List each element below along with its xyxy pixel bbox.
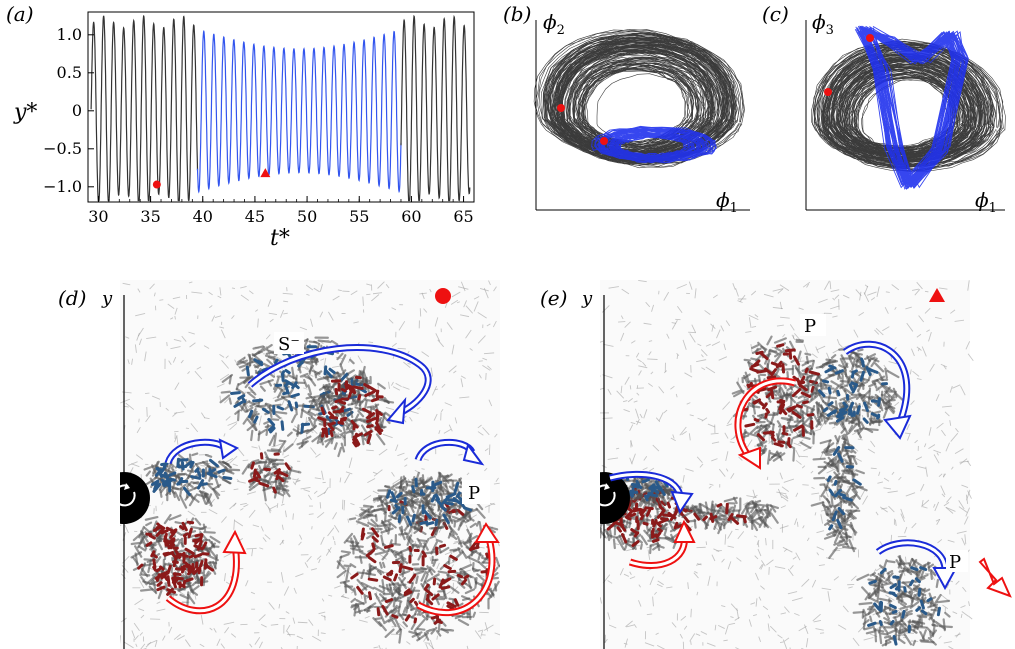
panel-e-arrow-blue-top [842,340,912,440]
panel-a-xtick-label: 45 [245,207,265,226]
panel-a-ytick-label: −1.0 [43,177,82,196]
panel-a-xlabel: t* [270,226,290,251]
panel-e-arrow-red-outside [978,557,1012,598]
panel-e-vorticity-field: P P [600,280,1012,649]
panel-e-cylinder [600,472,630,524]
panel-a-series-0 [90,15,199,202]
panel-e-tag-p-top: P [804,316,816,337]
panel-e-tag-p-bottom: P [949,552,961,573]
panel-e-ylabel: y [582,288,593,309]
panel-e-triangle-marker [929,288,945,302]
panel-c-xlabel: ϕ1 [975,188,997,216]
panel-a-chart: 30 35 40 45 50 55 60 65 1.0 0.5 0 −0.5 −1.0 [43,11,475,226]
panel-a-ytick-label: 0 [72,101,82,120]
panel-e-label: (e) [540,286,568,310]
panel-a-ytick-label: −0.5 [43,139,82,158]
panel-c-label: (c) [762,2,789,26]
panel-a-series-2 [400,14,471,202]
panel-d-arrow-small-blue-left [164,438,239,465]
panel-a-xtick-label: 50 [297,207,317,226]
panel-b-label: (b) [503,2,532,26]
panel-d-circle-marker [435,288,451,304]
panel-b-marker-2 [600,137,608,145]
panel-a-xtick-label: 60 [401,207,421,226]
panel-d-tag-p: P [468,483,480,504]
panel-a-xtick-label: 35 [140,207,160,226]
panel-b-xlabel: ϕ1 [716,188,738,216]
panel-a-xlabel-text: t* [270,226,290,251]
panel-e-arrow-blue-cyl [609,470,694,515]
panel-a-marker-circle [152,180,161,189]
panel-b-ylabel-sub: 2 [556,23,565,38]
panel-a-marker-triangle [260,168,271,178]
panel-a-ylabel-text: y* [14,100,38,125]
panel-d-arrow-small-blue-right [414,438,485,466]
panel-d-label: (d) [58,286,87,310]
panel-a-xtick-label: 40 [193,207,213,226]
panel-b-ylabel: ϕ2 [543,10,565,38]
panel-d-cylinder [120,472,150,524]
panel-d-arrow-large-blue [247,344,432,425]
panel-a-series-1 [196,29,402,194]
panel-c-marker-2 [866,34,874,42]
panel-c-ylabel: ϕ3 [812,10,834,38]
panel-a-ytick-label: 0.5 [57,63,82,82]
panel-a-ylabel: y* [14,100,37,125]
panel-a-ytick-label: 1.0 [57,25,82,44]
panel-b-chart [533,20,750,211]
panel-c-xlabel-sub: 1 [988,201,997,216]
panel-b-xlabel-sub: 1 [729,201,738,216]
panel-e-arrow-blue-bottom [875,539,958,591]
panel-a-xtick-label: 30 [88,207,108,226]
panel-a-xtick-label: 65 [453,207,473,226]
panel-a-label: (a) [6,2,34,26]
panel-c-ylabel-text: ϕ [812,10,826,34]
panel-e-arrow-red-cyl [628,519,696,569]
panel-c-marker-1 [824,88,832,96]
panel-d-ylabel: y [102,288,113,309]
panel-d-arrow-red-left [165,529,247,615]
panel-c-chart [805,20,1006,211]
panel-d-vorticity-field: S⁻ P [120,280,500,649]
panel-b-xlabel-text: ϕ [716,188,730,212]
panel-d-tag-s-minus: S⁻ [278,334,300,355]
panel-d-arrow-red-right [416,522,500,617]
panel-c-xlabel-text: ϕ [975,188,989,212]
panel-c-ylabel-sub: 3 [825,23,834,38]
panel-b-ylabel-text: ϕ [543,10,557,34]
panel-a-frame [87,11,475,203]
panel-b-marker-1 [557,104,565,112]
panel-e-arrow-red-top [734,377,796,470]
panel-a-xtick-label: 55 [349,207,369,226]
